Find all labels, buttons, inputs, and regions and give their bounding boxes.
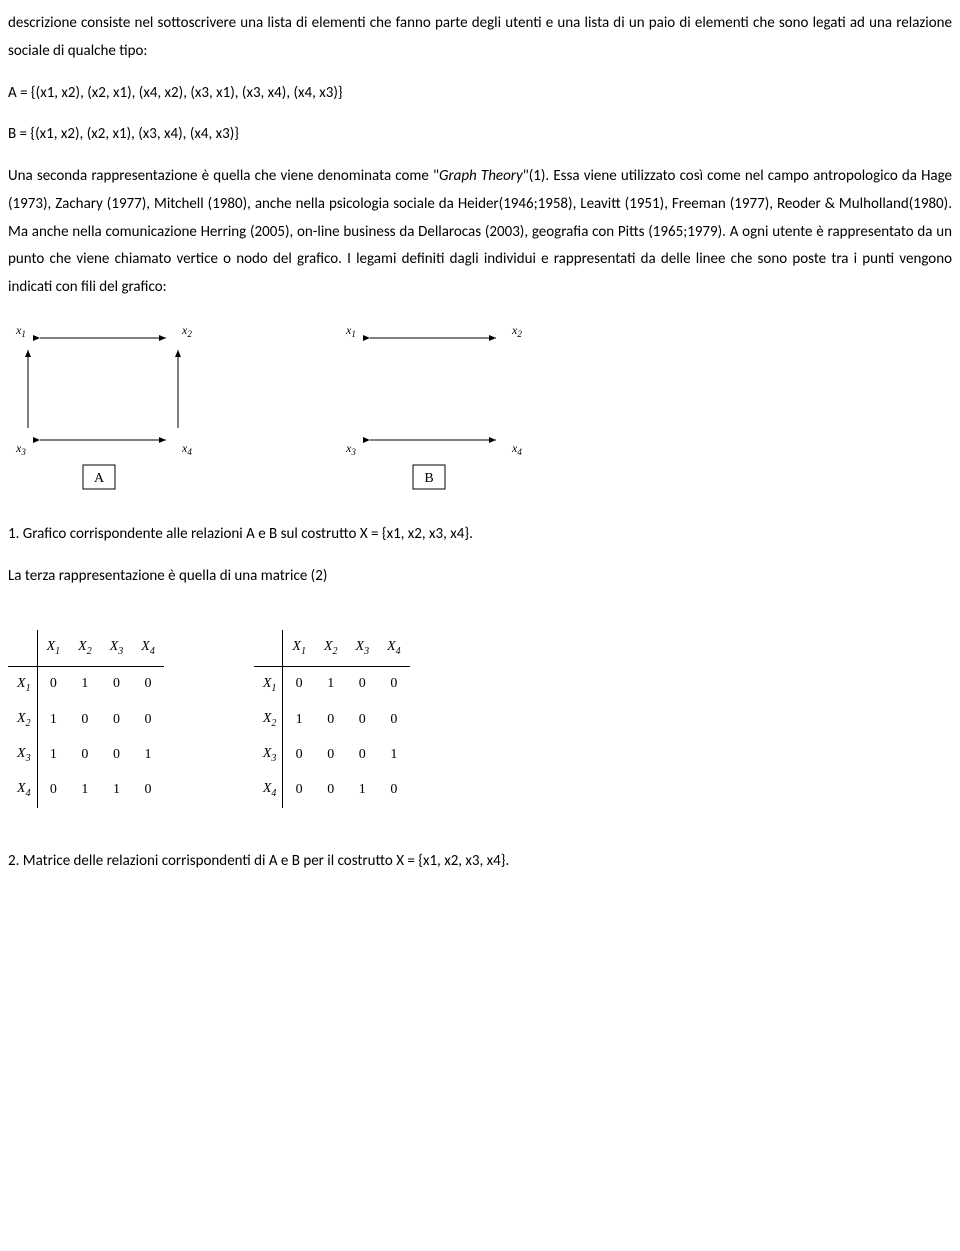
matrix-cell: 0 [101,702,133,737]
svg-text:x1: x1 [15,323,26,339]
matrix-cell: 1 [101,772,133,807]
matrix-cell: 0 [37,772,69,807]
matrix-col-header: X4 [378,630,410,666]
paragraph-graph-theory: Una seconda rappresentazione è quella ch… [8,163,952,302]
matrix-cell: 1 [69,666,101,702]
matrix-cell: 0 [132,702,164,737]
graph-diagrams-container: x1 x2 x3 x4 A x1 x2 x3 x4 B [8,320,952,495]
matrix-cell: 0 [69,702,101,737]
svg-text:x4: x4 [511,441,522,457]
matrix-col-header: X1 [37,630,69,666]
matrix-col-header: X2 [315,630,347,666]
matrix-cell: 0 [347,737,379,772]
matrix-cell: 1 [37,702,69,737]
para2-before: Una seconda rappresentazione è quella ch… [8,167,439,185]
graph-theory-term: Graph Theory [439,167,523,185]
figure-2-caption: 2. Matrice delle relazioni corrispondent… [8,848,952,876]
svg-text:A: A [94,471,105,486]
matrix-cell: 0 [315,702,347,737]
matrix-cell: 0 [315,772,347,807]
matrix-row-header: X2 [254,702,283,737]
figure-1-caption: 1. Grafico corrispondente alle relazioni… [8,521,952,549]
matrix-col-header: X3 [347,630,379,666]
graph-b: x1 x2 x3 x4 B [338,320,558,495]
matrix-col-header: X1 [283,630,315,666]
matrix-cell: 0 [283,737,315,772]
matrix-row-header: X2 [8,702,37,737]
matrix-cell: 0 [132,666,164,702]
matrix-cell: 0 [347,702,379,737]
matrix-cell: 0 [132,772,164,807]
matrix-cell: 0 [101,737,133,772]
svg-text:x3: x3 [345,441,356,457]
matrices-container: X1X2X3X4X10100X21000X31001X40110 X1X2X3X… [8,630,952,807]
matrix-row-header: X4 [8,772,37,807]
matrix-cell: 0 [283,772,315,807]
svg-text:x3: x3 [15,441,26,457]
matrix-row-header: X4 [254,772,283,807]
svg-text:x2: x2 [181,323,192,339]
set-b-definition: B = {(x1, x2), (x2, x1), (x3, x4), (x4, … [8,121,952,149]
matrix-row-header: X1 [254,666,283,702]
matrix-cell: 0 [101,666,133,702]
matrix-cell: 1 [378,737,410,772]
matrix-b: X1X2X3X4X10100X21000X30001X40010 [254,630,410,807]
matrix-cell: 0 [378,702,410,737]
matrix-cell: 1 [283,702,315,737]
matrix-cell: 0 [283,666,315,702]
svg-text:x4: x4 [181,441,192,457]
para2-after: "(1). Essa viene utilizzato così come ne… [8,167,952,296]
matrix-col-header: X4 [132,630,164,666]
matrix-col-header: X3 [101,630,133,666]
matrix-cell: 0 [378,666,410,702]
matrix-cell: 1 [37,737,69,772]
svg-text:x2: x2 [511,323,522,339]
matrix-cell: 1 [69,772,101,807]
matrix-cell: 1 [132,737,164,772]
paragraph-matrix-intro: La terza rappresentazione è quella di un… [8,563,952,591]
matrix-cell: 1 [347,772,379,807]
matrix-col-header: X2 [69,630,101,666]
paragraph-intro: descrizione consiste nel sottoscrivere u… [8,10,952,66]
matrix-row-header: X3 [254,737,283,772]
matrix-cell: 0 [378,772,410,807]
matrix-row-header: X1 [8,666,37,702]
matrix-row-header: X3 [8,737,37,772]
matrix-cell: 0 [315,737,347,772]
matrix-cell: 0 [347,666,379,702]
set-a-definition: A = {(x1, x2), (x2, x1), (x4, x2), (x3, … [8,80,952,108]
graph-a: x1 x2 x3 x4 A [8,320,228,495]
matrix-cell: 1 [315,666,347,702]
matrix-cell: 0 [69,737,101,772]
svg-text:B: B [424,471,433,486]
svg-text:x1: x1 [345,323,356,339]
matrix-a: X1X2X3X4X10100X21000X31001X40110 [8,630,164,807]
matrix-cell: 0 [37,666,69,702]
